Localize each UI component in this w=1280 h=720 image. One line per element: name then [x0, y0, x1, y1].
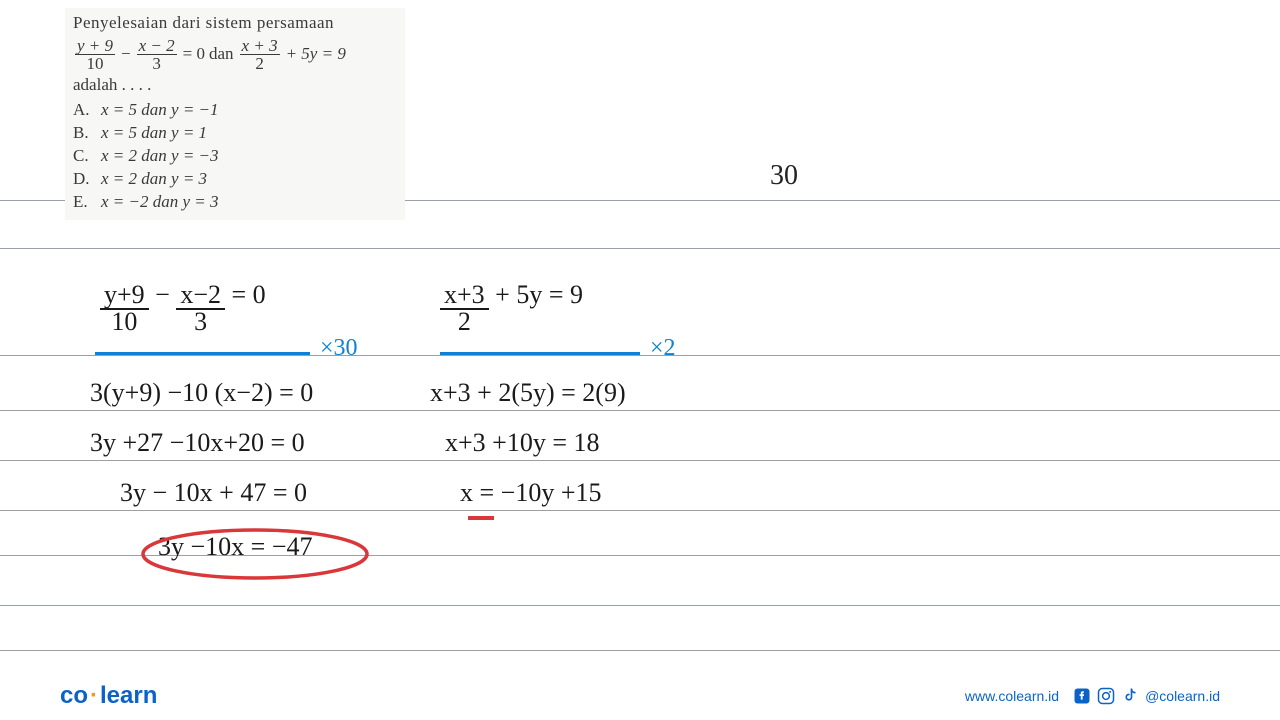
work-right-line3: x+3 +10y = 18 — [445, 428, 600, 458]
social-icons: @colearn.id — [1073, 687, 1220, 705]
work-left-line2: 3(y+9) −10 (x−2) = 0 — [90, 378, 313, 408]
work-right-line1: x+3 2 + 5y = 9 — [440, 280, 583, 334]
blue-underline-right — [440, 352, 640, 355]
brand-dot-icon: · — [88, 682, 100, 709]
red-circle-highlight — [140, 528, 380, 593]
problem-equation: y + 9 10 − x − 2 3 = 0 dan x + 3 2 + 5y … — [73, 37, 397, 72]
footer-url: www.colearn.id — [965, 688, 1059, 704]
problem-box: Penyelesaian dari sistem persamaan y + 9… — [65, 8, 405, 220]
blue-underline-left — [95, 352, 310, 355]
instagram-icon — [1097, 687, 1115, 705]
options-list: A.x = 5 dan y = −1B.x = 5 dan y = 1C.x =… — [73, 99, 397, 214]
footer: co·learn www.colearn.id @colearn.id — [0, 672, 1280, 720]
option-row: E.x = −2 dan y = 3 — [73, 191, 397, 214]
adalah-text: adalah . . . . — [73, 74, 397, 97]
option-row: D.x = 2 dan y = 3 — [73, 168, 397, 191]
work-left-line1: y+9 10 − x−2 3 = 0 — [100, 280, 266, 334]
work-left-line4: 3y − 10x + 47 = 0 — [120, 478, 307, 508]
option-row: A.x = 5 dan y = −1 — [73, 99, 397, 122]
mark-30: 30 — [770, 160, 798, 192]
facebook-icon — [1073, 687, 1091, 705]
brand-learn: learn — [100, 682, 157, 709]
social-handle: @colearn.id — [1145, 688, 1220, 704]
frac-x-minus-2-over-3: x − 2 3 — [137, 37, 177, 72]
frac-x-plus-3-over-2: x + 3 2 — [240, 37, 280, 72]
work-left-line3: 3y +27 −10x+20 = 0 — [90, 428, 305, 458]
frac-y-plus-9-over-10: y + 9 10 — [75, 37, 115, 72]
problem-title: Penyelesaian dari sistem persamaan — [73, 12, 397, 35]
brand-co: co — [60, 682, 88, 709]
tiktok-icon — [1121, 687, 1139, 705]
mult-30-label: ×30 — [320, 335, 358, 362]
work-right-line2: x+3 + 2(5y) = 2(9) — [430, 378, 626, 408]
work-right-line4: x = −10y +15 — [460, 478, 602, 508]
mult-2-label: ×2 — [650, 335, 676, 362]
brand-logo: co·learn — [60, 682, 157, 710]
option-row: B.x = 5 dan y = 1 — [73, 122, 397, 145]
option-row: C.x = 2 dan y = −3 — [73, 145, 397, 168]
red-underline-mark — [468, 516, 494, 520]
